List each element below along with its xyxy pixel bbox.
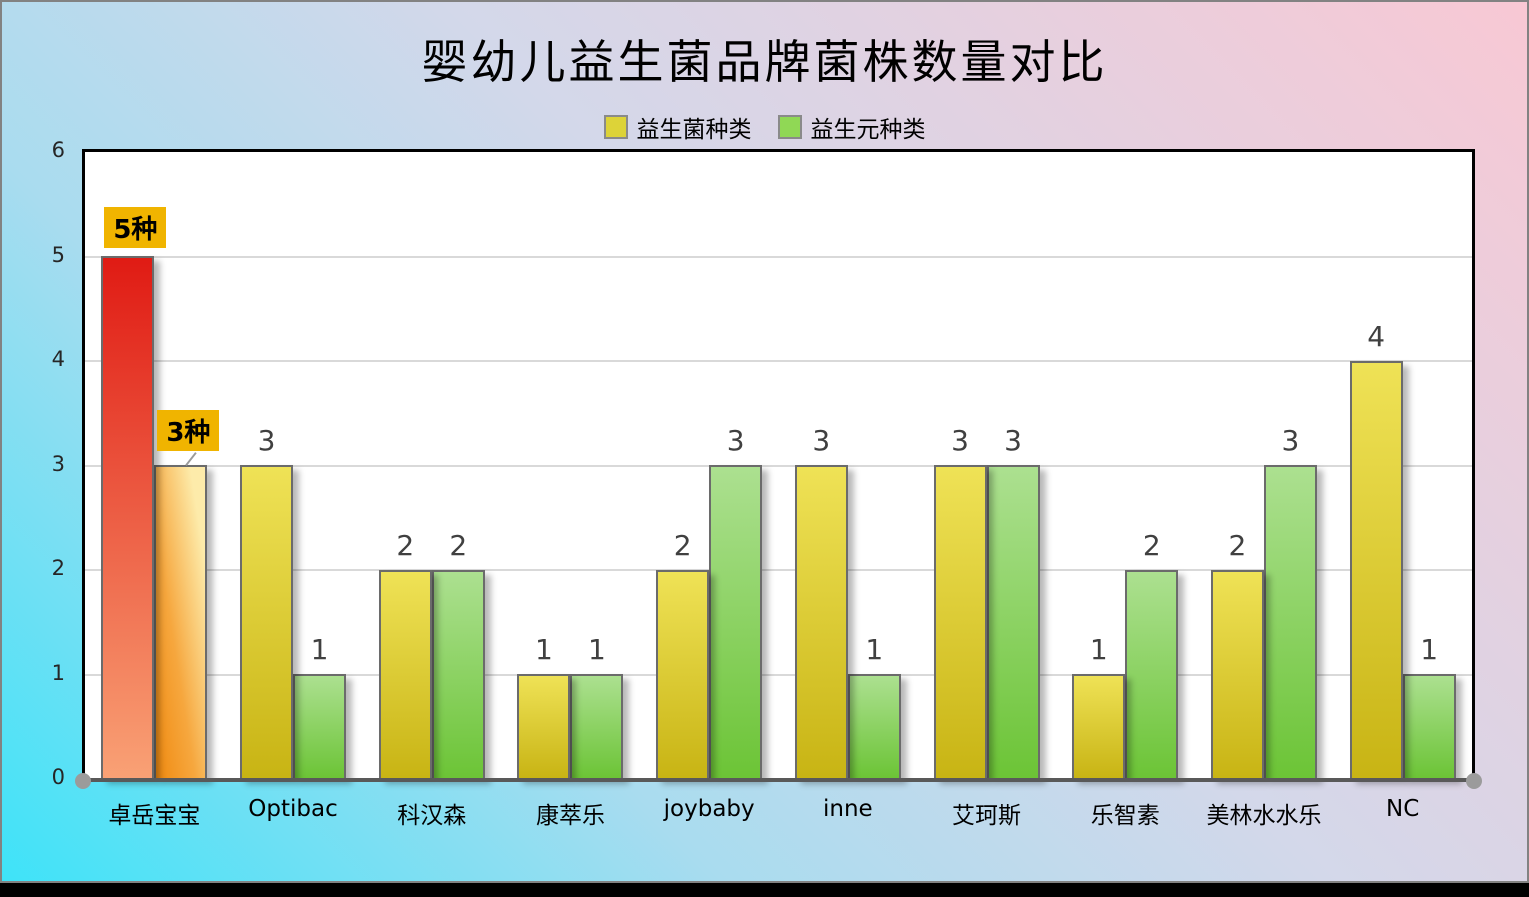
bar-value-label: 1	[865, 633, 884, 666]
bar-value-label: 3	[1004, 424, 1022, 457]
x-category-label: joybaby	[663, 796, 755, 822]
x-category-label: 美林水水乐	[1206, 803, 1322, 829]
bar-value-label: 3	[951, 424, 969, 457]
bar	[1072, 674, 1126, 779]
chart-title: 婴幼儿益生菌品牌菌株数量对比	[421, 35, 1108, 89]
legend-swatch-green-icon	[777, 115, 802, 139]
y-axis-tick-label: 3	[51, 451, 65, 476]
bar	[570, 674, 624, 779]
bar	[378, 570, 432, 779]
y-axis-tick-label: 6	[51, 138, 65, 162]
legend-label: 益生元种类	[810, 117, 926, 143]
bar	[431, 570, 485, 779]
bar	[293, 674, 347, 779]
y-axis-tick-label: 4	[51, 347, 65, 371]
x-axis-line	[82, 778, 1475, 782]
x-category-label: 艾珂斯	[952, 803, 1022, 829]
y-axis-tick-label: 2	[51, 556, 65, 580]
bar-value-label: 1	[310, 633, 329, 666]
grid-line	[85, 255, 1472, 258]
legend-item-prebiotic: 益生元种类	[777, 110, 926, 144]
bar-value-label: 2	[449, 529, 468, 562]
y-axis-tick-label: 0	[51, 765, 65, 789]
bar-value-label: 1	[535, 633, 553, 666]
bar	[709, 465, 763, 779]
bar	[1125, 570, 1179, 779]
bar	[1210, 570, 1264, 779]
bar-value-label: 1	[1089, 633, 1108, 666]
bar	[1263, 465, 1317, 779]
x-category-label: 康萃乐	[535, 803, 605, 829]
x-category-label: 乐智素	[1090, 803, 1160, 829]
x-category-label: NC	[1386, 796, 1420, 822]
bar	[656, 570, 710, 779]
bar-value-label: 3	[726, 424, 745, 457]
data-badge: 3种	[157, 410, 220, 451]
y-axis-tick-label: 1	[51, 660, 65, 685]
bar-value-label: 2	[1142, 529, 1161, 562]
axis-endpoint-dot	[75, 773, 91, 789]
bar-value-label: 2	[673, 529, 692, 562]
bar	[794, 465, 848, 779]
bar-value-label: 4	[1367, 320, 1386, 353]
grid-line	[85, 569, 1472, 571]
bar-value-label: 2	[1228, 529, 1247, 562]
bar	[1349, 361, 1403, 779]
x-category-label: 卓岳宝宝	[108, 803, 201, 829]
bar	[154, 465, 208, 779]
x-category-label: inne	[822, 796, 873, 822]
bar	[101, 256, 155, 779]
bar-value-label: 1	[1420, 633, 1439, 666]
bar-value-label: 3	[812, 424, 831, 457]
legend: 益生菌种类 益生元种类	[2, 110, 1527, 144]
grid-line	[85, 673, 1472, 676]
bar	[847, 674, 901, 779]
bar	[517, 674, 571, 779]
bar	[240, 465, 294, 779]
bar-value-label: 3	[1281, 424, 1300, 457]
bar	[1402, 674, 1456, 779]
plot-area: 0 1 2 3 4 5 6 5种 3种卓岳宝宝 3 1 Optibac 2 2 科汉森 1 1 康萃乐 2 3 joyb…	[52, 138, 1482, 829]
grid-line	[85, 360, 1472, 362]
x-category-label: Optibac	[248, 796, 338, 822]
data-badge: 5种	[104, 207, 167, 248]
bar	[986, 465, 1040, 779]
legend-swatch-yellow-icon	[603, 115, 628, 139]
legend-item-probiotic: 益生菌种类	[603, 110, 752, 144]
bar-value-label: 3	[257, 424, 276, 457]
x-category-label: 科汉森	[397, 803, 467, 829]
legend-label: 益生菌种类	[636, 117, 752, 143]
bar-value-label: 1	[588, 633, 606, 666]
grid-line	[85, 464, 1472, 467]
bar-value-label: 2	[396, 529, 415, 562]
bar	[933, 465, 987, 779]
y-axis-tick-label: 5	[51, 242, 65, 267]
axis-endpoint-dot	[1466, 773, 1482, 789]
